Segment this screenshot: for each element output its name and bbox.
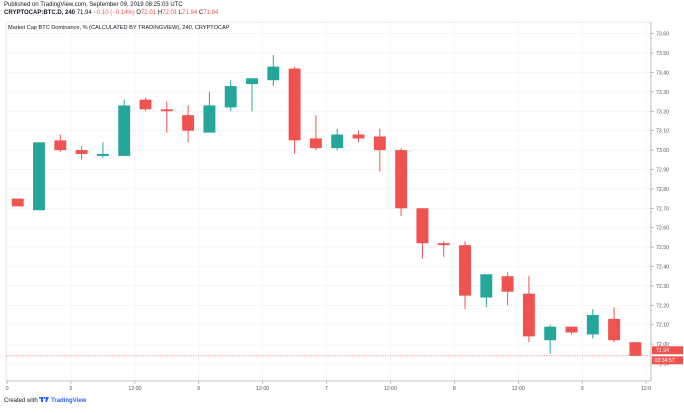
candle-body [373,136,386,151]
price-axis[interactable]: 71.90 72.00 72.10 72.20 72.30 72.40 72.50 72.60… [650,22,683,381]
close-label: C [198,10,204,16]
high-label: H [157,10,163,16]
time-tick-label: 12:00 [384,386,397,392]
candle-body [118,105,131,156]
candle-body [459,245,471,296]
candle-body [160,109,173,112]
candle-body [75,150,88,154]
price-tick-label: 72.80 [656,187,669,193]
candle-body [629,342,642,356]
price-tick-label: 71.90 [656,362,669,368]
time-tick-label: 8 [453,386,456,392]
price-tick-label: 72.70 [656,206,669,212]
footer: Created with TradingView [4,396,86,404]
last-price-tag-label: 71.94 [656,348,669,354]
candle-body [586,315,599,335]
time-tick-label: 5 [70,386,73,392]
time-tick-label: 12:00 [128,386,141,392]
low-label: L [178,10,183,16]
candle-body [182,115,195,131]
tradingview-logo-icon [39,397,51,404]
candle-body [54,140,67,151]
time-tick-label: 6 [197,386,200,392]
candle-body [203,105,216,133]
grid-lines [5,21,652,382]
symbol-label[interactable]: CRYPTOCAP:BTC.D, 240 [4,10,76,16]
high-value: 72.01 [162,10,178,16]
price-tick-label: 72.00 [656,342,669,348]
candle-body [246,78,258,85]
price-tick-label: 73.50 [656,51,669,57]
candle-body [309,138,322,149]
tradingview-brand[interactable]: TradingView [51,398,87,404]
price-tick-label: 73.10 [656,129,669,135]
price-tick-label: 73.20 [656,109,669,115]
candle-body [331,134,344,149]
price-tick-label: 73.00 [656,148,669,154]
time-tick-label: 12:00 [256,386,269,392]
price-tick-label: 72.60 [656,226,669,232]
price-tick-label: 73.40 [656,70,669,76]
price-tick-label: 72.90 [656,167,669,173]
time-tick-label: 12:00 [512,386,525,392]
price-tick-label: 72.20 [656,303,669,309]
price-tick-label: 72.30 [656,284,669,290]
candle-body [480,274,493,298]
created-with-label: Created with [4,398,38,404]
candle-body [437,243,450,246]
last-price-tag [652,346,683,355]
time-tick-label: 7 [325,386,328,392]
candle-body [96,153,109,156]
candle-body [395,150,408,209]
candle-body [352,134,365,139]
candle-body [33,142,45,211]
countdown-tag-label: 03:34:57 [655,358,675,364]
candle-body [267,66,280,81]
candle-body [224,86,237,108]
countdown-tag [652,356,683,365]
last-price: 71.94 [76,10,92,16]
candle-body [544,326,557,341]
published-note: Published on TradingView.com, September … [4,2,183,8]
candle-body [565,326,578,333]
open-label: O [136,10,142,16]
time-tick-label: 0 [6,386,9,392]
price-tick-label: 72.50 [656,245,669,251]
price-tick-label: 73.30 [656,90,669,96]
low-value: 71.94 [182,10,198,16]
candles [11,54,642,356]
close-value: 71.94 [203,10,219,16]
price-tick-label: 73.60 [656,32,669,38]
candle-body [288,68,301,141]
price-tick-label: 72.40 [656,265,669,271]
time-axis[interactable]: 0 5 12:00 6 12:00 7 12:00 8 12:00 9 12:0 [6,380,652,392]
candle-body [608,318,621,341]
time-tick-label: 12:0 [641,386,651,392]
symbol-header: CRYPTOCAP:BTC.D, 240 71.94 −0.10 (−0.14%… [4,10,218,16]
candle-body [501,276,514,292]
candle-body [139,99,152,110]
candle-body [11,198,24,207]
price-tick-label: 72.10 [656,323,669,329]
chart-title: Market Cap BTC Dominance, % (CALCULATED … [8,25,230,31]
candle-body [416,208,429,244]
open-value: 72.01 [141,10,157,16]
time-tick-label: 9 [581,386,584,392]
candle-body [522,293,535,337]
price-change: −0.10 (−0.14%) [93,10,135,16]
